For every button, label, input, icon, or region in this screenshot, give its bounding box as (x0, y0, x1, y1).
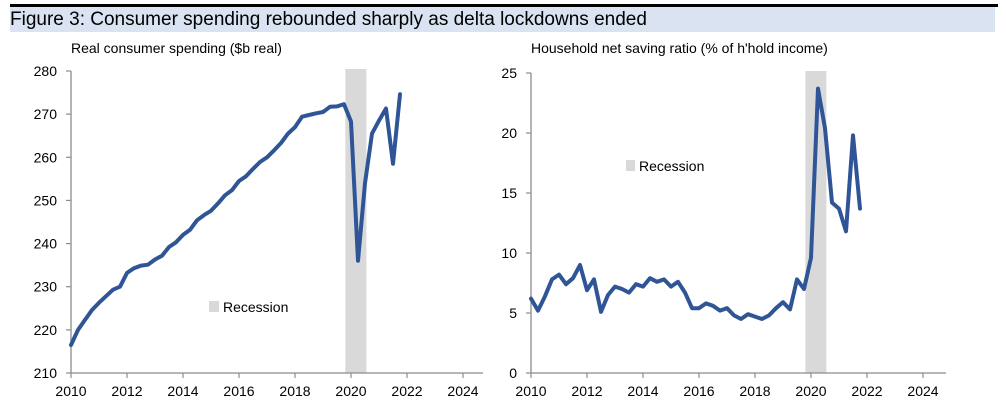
y-tick-label: 15 (501, 185, 517, 201)
saving-ratio-title: Household net saving ratio (% of h'hold … (531, 40, 828, 56)
x-tick-label: 2014 (167, 383, 198, 399)
y-tick-label: 280 (34, 63, 58, 79)
legend: Recession (626, 158, 704, 174)
x-tick-label: 2016 (223, 383, 254, 399)
series-layer (529, 86, 862, 321)
y-tick-label: 10 (501, 245, 517, 261)
axes-layer: 0 5 10 15 20 25 2010 2012 2014 2016 2018 2020 2022 20… (501, 65, 946, 399)
series-layer (69, 92, 402, 347)
legend-label-recession: Recession (223, 299, 288, 315)
x-tick-label: 2014 (627, 383, 658, 399)
figure-top-rule (10, 4, 998, 7)
recession-shading-layer (805, 71, 827, 373)
consumer-spending-title: Real consumer spending ($b real) (71, 40, 282, 56)
series-line (529, 86, 862, 321)
x-tick-label: 2020 (335, 383, 366, 399)
y-tick-label: 210 (34, 365, 58, 381)
axes-layer: 210 220 230 240 250 260 270 280 2010 2012 2014 2016… (34, 63, 483, 399)
x-tick-label: 2022 (391, 383, 422, 399)
y-tick-label: 230 (34, 279, 58, 295)
figure-header-band (10, 7, 995, 32)
legend: Recession (209, 299, 288, 315)
y-tick-label: 240 (34, 236, 58, 252)
y-tick-label: 5 (509, 305, 517, 321)
x-tick-label: 2018 (739, 383, 770, 399)
x-tick-label: 2024 (907, 383, 938, 399)
x-tick-label: 2012 (111, 383, 142, 399)
y-tick-label: 20 (501, 125, 517, 141)
recession-band (805, 71, 827, 373)
x-tick-label: 2024 (447, 383, 478, 399)
x-tick-label: 2016 (683, 383, 714, 399)
y-tick-label: 270 (34, 106, 58, 122)
x-tick-label: 2018 (279, 383, 310, 399)
consumer-spending-panel: Real consumer spending ($b real) 2102202… (34, 40, 483, 399)
x-tick-label: 2020 (795, 383, 826, 399)
y-tick-label: 220 (34, 322, 58, 338)
y-tick-label: 25 (501, 65, 517, 81)
figure-title: Figure 3: Consumer spending rebounded sh… (10, 9, 647, 30)
legend-swatch-recession (626, 160, 635, 171)
x-tick-label: 2012 (571, 383, 602, 399)
x-tick-label: 2010 (55, 383, 86, 399)
series-line (69, 92, 402, 347)
legend-swatch-recession (209, 301, 219, 312)
y-tick-label: 0 (509, 365, 517, 381)
saving-ratio-panel: Household net saving ratio (% of h'hold … (501, 40, 946, 399)
y-tick-label: 260 (34, 149, 58, 165)
x-tick-label: 2010 (515, 383, 546, 399)
y-tick-label: 250 (34, 192, 58, 208)
x-tick-label: 2022 (851, 383, 882, 399)
legend-label-recession: Recession (639, 158, 704, 174)
